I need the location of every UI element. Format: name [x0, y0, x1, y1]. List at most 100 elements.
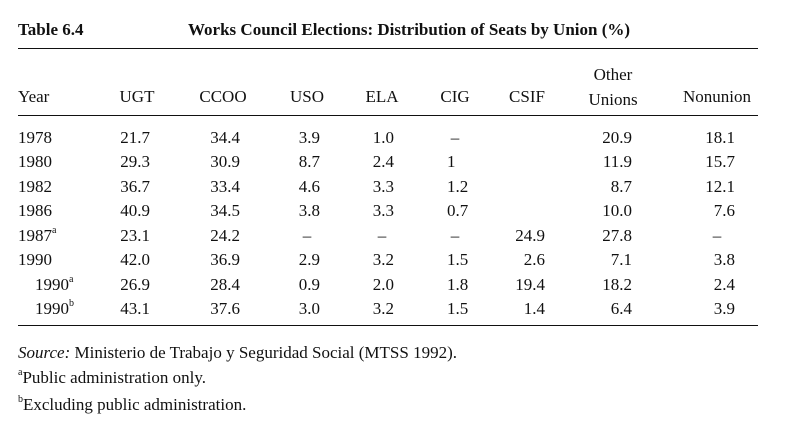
table-cell: 7.1 — [610, 250, 632, 269]
footnote-text: Excluding public administration. — [23, 395, 247, 414]
column-header: USO — [289, 87, 325, 106]
table-cell: 15.7 — [705, 152, 735, 171]
table-cell: 36.7 — [120, 177, 150, 196]
table-cell: 3.3 — [372, 177, 394, 196]
table-cell: 30.9 — [210, 152, 240, 171]
table-cell: 36.9 — [210, 250, 240, 269]
table-cell: 0.9 — [298, 275, 320, 294]
table-cell: 28.4 — [210, 275, 240, 294]
table-cell: 43.1 — [120, 299, 150, 318]
top-rule — [18, 48, 758, 49]
table-cell: 3.2 — [372, 299, 394, 318]
table-cell: 2.0 — [372, 275, 394, 294]
table-cell: 34.5 — [210, 201, 240, 220]
table-cell: 2.4 — [713, 275, 735, 294]
row-year: 1990b — [35, 299, 74, 319]
table-cell: – — [712, 226, 722, 245]
table-cell: 20.9 — [602, 128, 632, 147]
footnote-mark: b — [18, 394, 23, 405]
row-year: 1990 — [18, 250, 52, 270]
table-title: Works Council Elections: Distribution of… — [188, 20, 631, 39]
table-cell: 3.0 — [298, 299, 320, 318]
bottom-rule — [18, 325, 758, 326]
table-cell: 3.3 — [372, 201, 394, 220]
table-cell: 2.9 — [298, 250, 320, 269]
table-cell: 3.8 — [713, 250, 735, 269]
year-text: 1978 — [18, 128, 52, 147]
table-cell: 19.4 — [515, 275, 545, 294]
table-cell: 1 — [447, 152, 456, 171]
table-cell: 37.6 — [210, 299, 240, 318]
table-cell: 24.9 — [515, 226, 545, 245]
year-text: 1980 — [18, 152, 52, 171]
header-rule — [18, 115, 758, 116]
row-year: 1982 — [18, 177, 52, 197]
table-cell: 18.2 — [602, 275, 632, 294]
year-text: 1986 — [18, 201, 52, 220]
column-header: ELA — [365, 87, 399, 106]
table-cell: 27.8 — [602, 226, 632, 245]
table-cell: 42.0 — [120, 250, 150, 269]
table-cell: 2.4 — [372, 152, 394, 171]
table-cell: – — [450, 226, 460, 245]
table-cell: 1.5 — [447, 250, 469, 269]
table-cell: 24.2 — [210, 226, 240, 245]
source-text: Ministerio de Trabajo y Seguridad Social… — [74, 343, 457, 362]
table-cell: 33.4 — [210, 177, 240, 196]
table-cell: 8.7 — [610, 177, 632, 196]
year-text: 1990 — [18, 250, 52, 269]
table-cell: 1.2 — [447, 177, 469, 196]
column-header: UGT — [119, 87, 155, 106]
row-year: 1990a — [35, 275, 73, 295]
table-cell: 1.4 — [523, 299, 545, 318]
footnote-mark: a — [18, 367, 23, 378]
table-cell: – — [302, 226, 312, 245]
table-cell: 10.0 — [602, 201, 632, 220]
row-year: 1987a — [18, 226, 56, 246]
source-line: Source: Ministerio de Trabajo y Segurida… — [18, 343, 457, 363]
table-cell: 1.5 — [447, 299, 469, 318]
table-cell: 40.9 — [120, 201, 150, 220]
table-cell: 8.7 — [298, 152, 320, 171]
table-cell: 6.4 — [610, 299, 632, 318]
table-cell: 1.0 — [372, 128, 394, 147]
table-cell: 29.3 — [120, 152, 150, 171]
table-cell: 21.7 — [120, 128, 150, 147]
table-cell: 3.9 — [713, 299, 735, 318]
table-cell: 3.9 — [298, 128, 320, 147]
table-cell: 3.2 — [372, 250, 394, 269]
column-header: CCOO — [199, 87, 247, 106]
table-cell: 18.1 — [705, 128, 735, 147]
row-year: 1980 — [18, 152, 52, 172]
table-cell: 34.4 — [210, 128, 240, 147]
table-cell: 4.6 — [298, 177, 320, 196]
column-header: Other Unions — [588, 65, 638, 109]
footnote-text: Public administration only. — [22, 368, 206, 387]
table-label: Table 6.4 — [18, 20, 84, 39]
footnote: bExcluding public administration. — [18, 395, 246, 415]
row-year: 1978 — [18, 128, 52, 148]
table-cell: 3.8 — [298, 201, 320, 220]
table-cell: 0.7 — [447, 201, 469, 220]
column-header: Year — [18, 87, 50, 106]
table-cell: 2.6 — [523, 250, 545, 269]
table-cell: – — [377, 226, 387, 245]
table-cell: – — [450, 128, 460, 147]
column-header: Nonunion — [683, 87, 751, 106]
year-text: 1982 — [18, 177, 52, 196]
year-text: 1987 — [18, 226, 52, 245]
year-text: 1990 — [35, 275, 69, 294]
table-cell: 7.6 — [713, 201, 735, 220]
column-header: CSIF — [509, 87, 545, 106]
table-cell: 11.9 — [602, 152, 632, 171]
footnote: aPublic administration only. — [18, 368, 206, 388]
table-cell: 1.8 — [447, 275, 469, 294]
year-note: a — [52, 225, 57, 236]
table-cell: 23.1 — [120, 226, 150, 245]
row-year: 1986 — [18, 201, 52, 221]
year-note: a — [69, 274, 74, 285]
source-label: Source: — [18, 343, 71, 362]
column-header: CIG — [440, 87, 470, 106]
year-text: 1990 — [35, 299, 69, 318]
